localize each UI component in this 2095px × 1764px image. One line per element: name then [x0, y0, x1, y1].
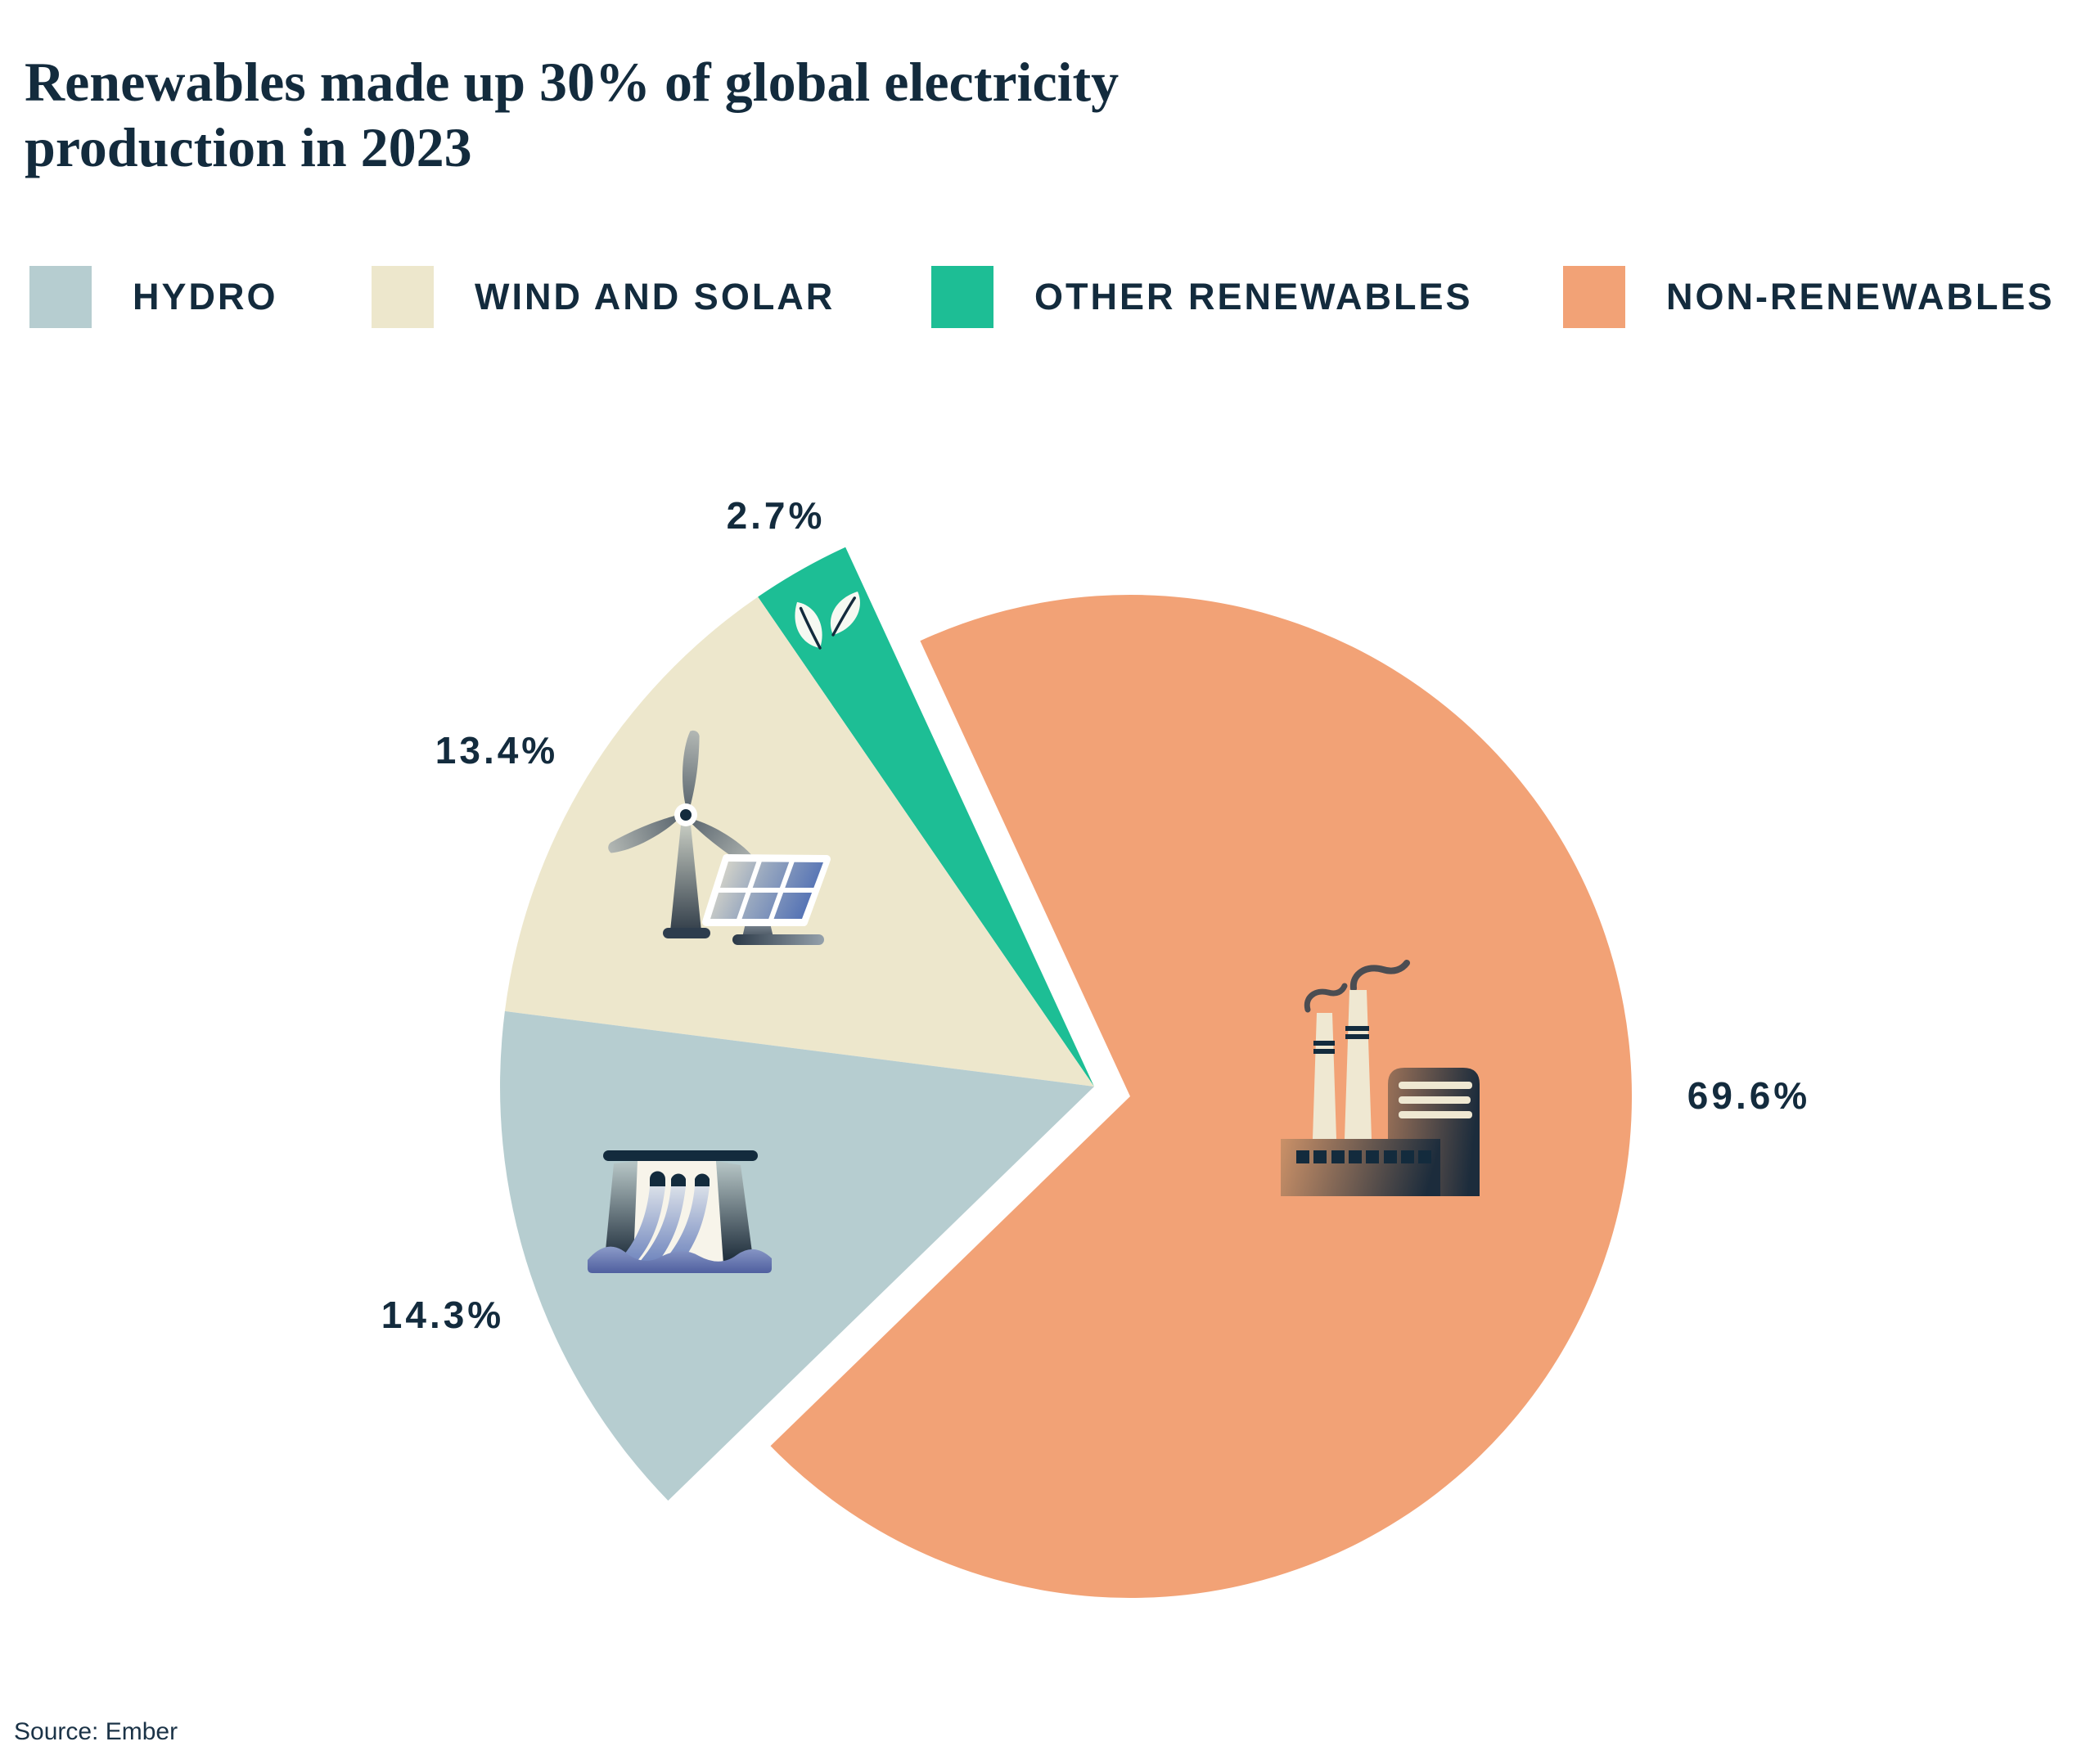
legend-item-other-renewables: OTHER RENEWABLES	[931, 266, 1473, 328]
pie-slice-hydro[interactable]	[500, 1010, 1094, 1501]
legend-label: HYDRO	[133, 276, 278, 317]
legend-label: WIND AND SOLAR	[475, 276, 836, 317]
solar-panel-icon	[702, 854, 831, 945]
slice-label-wind-and-solar: 13.4%	[435, 729, 559, 772]
pie-slice-wind-and-solar[interactable]	[504, 596, 1094, 1087]
slice-label-non-renewables: 69.6%	[1687, 1074, 1811, 1117]
legend-swatch-other-renewables	[931, 266, 993, 328]
legend-swatch-hydro	[29, 266, 92, 328]
legend-label: NON-RENEWABLES	[1666, 276, 2055, 317]
pie-slice-other-renewables[interactable]	[758, 547, 1094, 1087]
source-attribution: Source: Ember	[14, 1718, 178, 1745]
legend-swatch-wind-and-solar	[372, 266, 434, 328]
pie-slice-non-renewables[interactable]	[770, 594, 1633, 1598]
legend-item-hydro: HYDRO	[29, 266, 278, 328]
legend-item-wind-and-solar: WIND AND SOLAR	[372, 266, 835, 328]
legend-item-non-renewables: NON-RENEWABLES	[1563, 266, 2055, 328]
leaf-icon	[795, 592, 860, 650]
factory-icon	[1281, 960, 1480, 1196]
slice-label-hydro: 14.3%	[381, 1294, 505, 1336]
pie-slices	[500, 547, 1633, 1598]
slice-label-other-renewables: 2.7%	[726, 494, 826, 537]
legend-label: OTHER RENEWABLES	[1034, 276, 1473, 317]
legend-swatch-non-renewables	[1563, 266, 1625, 328]
hydro-dam-icon	[588, 1150, 772, 1273]
page-title: Renewables made up 30% of global electri…	[25, 50, 1120, 178]
